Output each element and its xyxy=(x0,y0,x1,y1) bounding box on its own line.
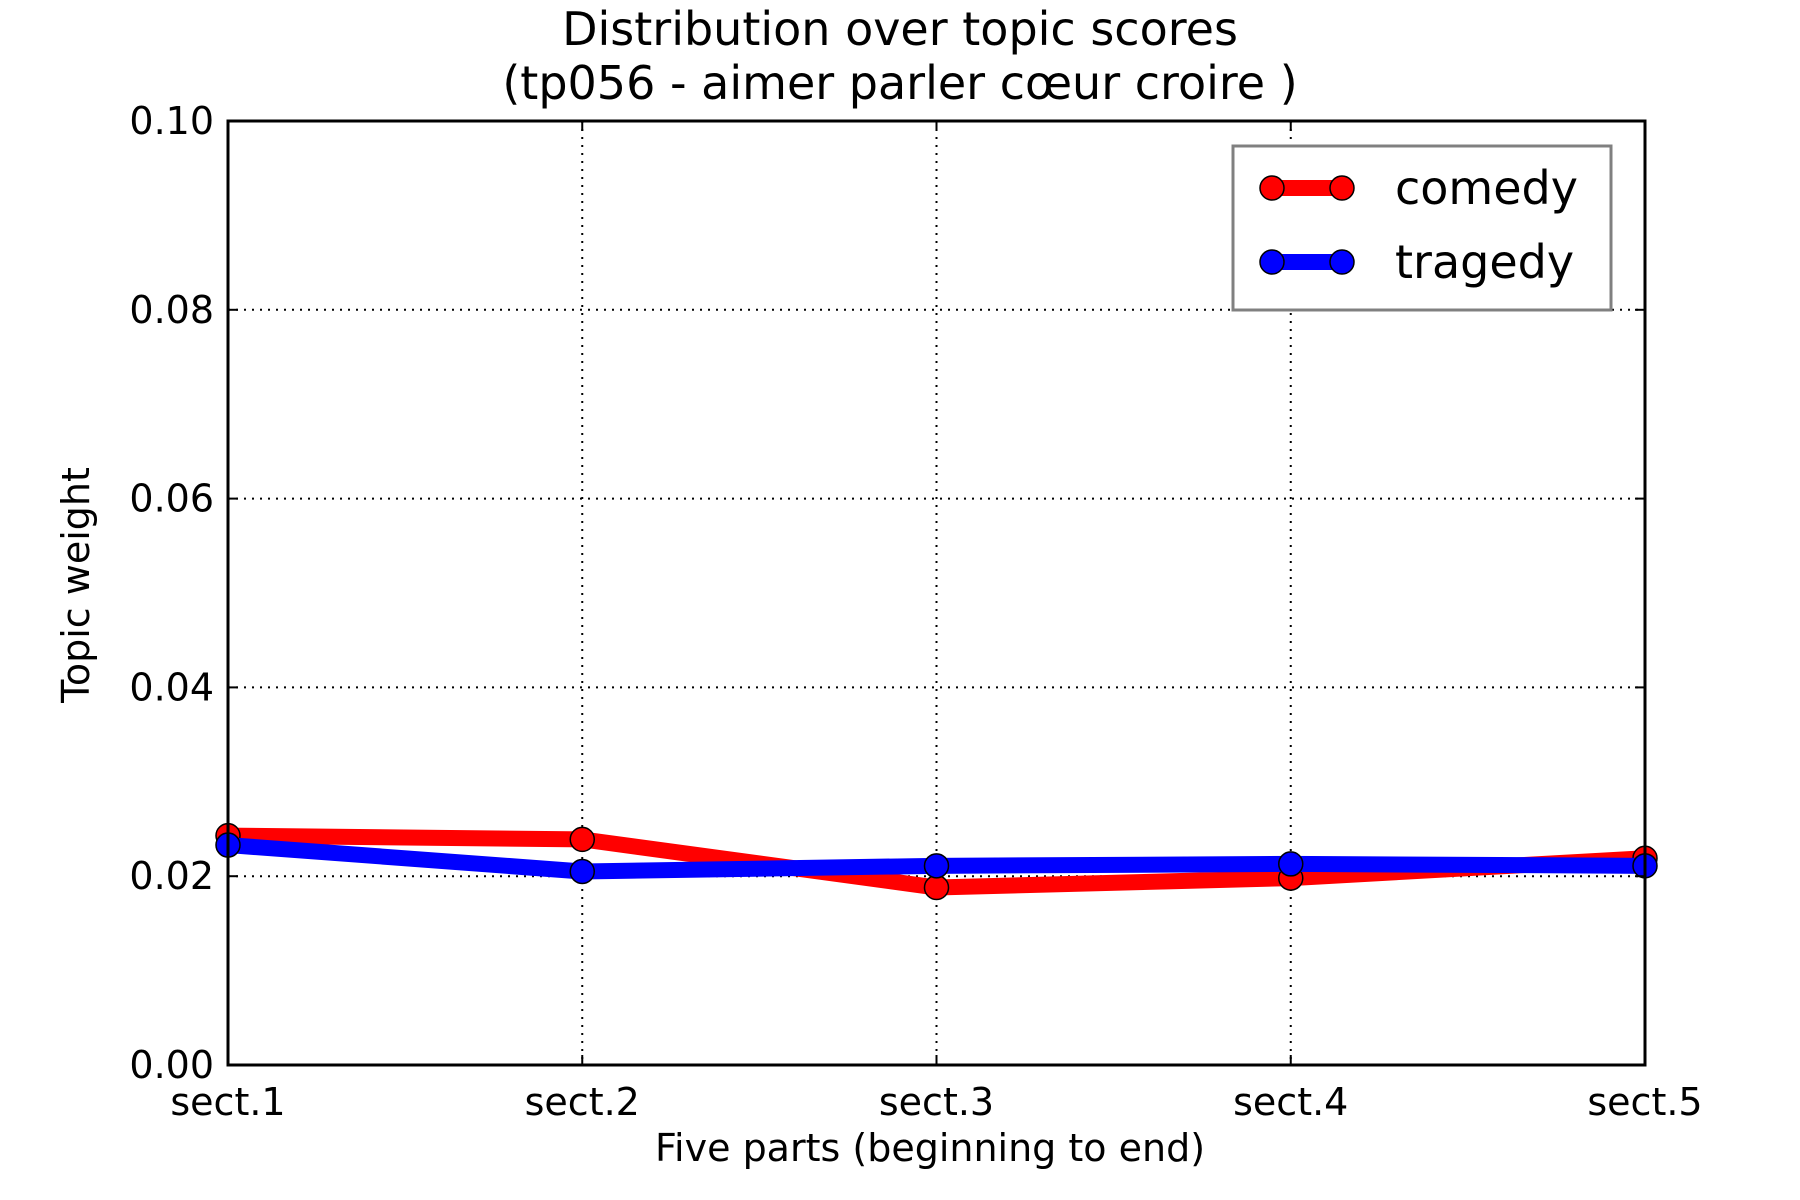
y-tick-label: 0.08 xyxy=(129,288,214,332)
x-tick-label: sect.5 xyxy=(1587,1080,1702,1124)
x-tick-label: sect.2 xyxy=(525,1080,640,1124)
y-tick-label: 0.04 xyxy=(129,665,214,709)
x-axis-label: Five parts (beginning to end) xyxy=(654,1126,1206,1170)
y-tick-label: 0.00 xyxy=(129,1043,214,1087)
data-point-tragedy xyxy=(923,853,950,879)
x-tick-label: sect.4 xyxy=(1233,1080,1348,1124)
data-point-comedy xyxy=(569,826,595,853)
data-point-comedy xyxy=(923,874,950,901)
data-point-tragedy xyxy=(1278,851,1304,877)
legend-label-comedy: comedy xyxy=(1395,161,1578,215)
legend-marker-tragedy xyxy=(1259,249,1285,275)
chart-title: Distribution over topic scores xyxy=(562,2,1238,56)
x-tick-label: sect.1 xyxy=(170,1080,285,1124)
legend-marker-comedy xyxy=(1259,175,1285,201)
x-tick-label: sect.3 xyxy=(879,1080,994,1124)
chart-subtitle: (tp056 - aimer parler cœur croire ) xyxy=(502,56,1298,110)
legend-box xyxy=(1231,144,1613,312)
legend-label-tragedy: tragedy xyxy=(1395,235,1574,289)
legend-marker-comedy xyxy=(1329,175,1355,201)
y-axis-label: Topic weight xyxy=(54,467,98,703)
y-tick-label: 0.10 xyxy=(129,99,214,143)
legend-marker-tragedy xyxy=(1329,249,1355,275)
legend: comedy tragedy xyxy=(1231,144,1613,312)
data-point-tragedy xyxy=(569,858,595,885)
tick-labels: sect.1 sect.2 sect.3 sect.4 sect.5 0.00 0.02 0.… xyxy=(129,99,1702,1124)
y-tick-label: 0.06 xyxy=(129,477,214,521)
grid-lines xyxy=(228,121,1645,1065)
y-tick-label: 0.02 xyxy=(129,854,214,898)
